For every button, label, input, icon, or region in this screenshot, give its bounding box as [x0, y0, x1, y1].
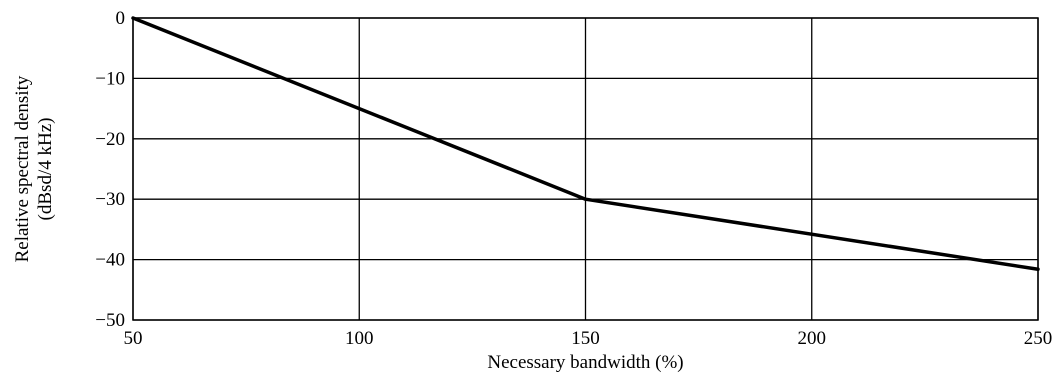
- x-tick-label: 50: [124, 328, 143, 349]
- plot-frame: [132, 17, 1039, 321]
- x-tick-label: 100: [345, 328, 374, 349]
- series-line-1: [131, 16, 1040, 272]
- y-tick-label: −10: [95, 68, 125, 89]
- y-tick-label: −20: [95, 129, 125, 150]
- y-axis-label: Relative spectral density (dBsd/4 kHz): [12, 75, 56, 262]
- y-axis-ticks: 0 −10 −20 −30 −40 −50: [95, 8, 125, 331]
- series-layer: [131, 16, 1040, 272]
- y-tick-label: −50: [95, 310, 125, 331]
- grid: [132, 17, 1039, 321]
- x-axis-ticks: 50 100 150 200 250: [124, 328, 1053, 349]
- x-axis-label: Necessary bandwidth (%): [487, 352, 683, 373]
- y-tick-label: −40: [95, 250, 125, 271]
- x-tick-label: 250: [1024, 328, 1053, 349]
- x-tick-label: 150: [571, 328, 600, 349]
- y-tick-label: −30: [95, 189, 125, 210]
- y-axis-label-line-2: (dBsd/4 kHz): [35, 118, 56, 221]
- x-tick-label: 200: [798, 328, 827, 349]
- y-axis-label-line-1: Relative spectral density: [12, 75, 33, 262]
- y-tick-label: 0: [116, 8, 126, 29]
